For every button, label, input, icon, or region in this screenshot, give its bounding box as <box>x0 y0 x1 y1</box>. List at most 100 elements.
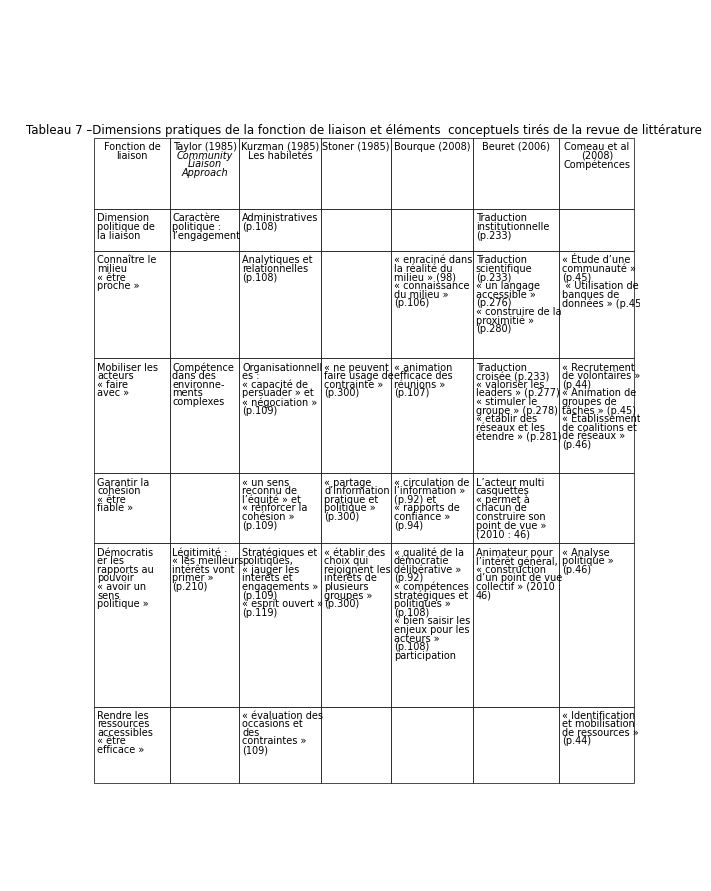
Text: « valoriser les: « valoriser les <box>476 380 544 389</box>
Text: Taylor (1985): Taylor (1985) <box>173 142 237 151</box>
Text: (p.276): (p.276) <box>476 298 511 308</box>
Text: d’un point de vue: d’un point de vue <box>476 573 562 584</box>
Text: de réseaux »: de réseaux » <box>562 431 625 441</box>
Text: (109): (109) <box>242 745 268 755</box>
Text: « qualité de la: « qualité de la <box>394 547 464 558</box>
Text: engagements »: engagements » <box>242 582 319 592</box>
Text: « Analyse: « Analyse <box>562 547 609 558</box>
Text: du milieu »: du milieu » <box>394 290 449 299</box>
Text: « établir des: « établir des <box>476 414 537 424</box>
Text: « renforcer la: « renforcer la <box>242 503 308 513</box>
Bar <box>95 138 170 209</box>
Text: Connaître le: Connaître le <box>97 256 156 266</box>
Text: (p.46): (p.46) <box>562 565 591 575</box>
Bar <box>473 707 559 782</box>
Bar <box>240 473 321 544</box>
Text: Administratives: Administratives <box>242 213 319 224</box>
Bar <box>321 544 391 707</box>
Text: Fonction de: Fonction de <box>104 142 161 151</box>
Text: « Animation de: « Animation de <box>562 388 636 398</box>
Text: groupes de: groupes de <box>562 397 616 407</box>
Text: (p.45): (p.45) <box>562 273 591 282</box>
Text: (p.46): (p.46) <box>562 440 591 450</box>
Text: Les habiletés: Les habiletés <box>248 151 313 160</box>
Text: liaison: liaison <box>117 151 148 160</box>
Text: 46): 46) <box>476 591 492 601</box>
Bar <box>391 358 473 473</box>
Bar <box>391 138 473 209</box>
Text: Stratégiques et: Stratégiques et <box>242 547 318 558</box>
Bar <box>391 707 473 782</box>
Bar <box>559 138 634 209</box>
Bar <box>473 209 559 251</box>
Text: enjeux pour les: enjeux pour les <box>394 625 469 635</box>
Text: persuader » et: persuader » et <box>242 388 314 398</box>
Text: l’équité » et: l’équité » et <box>242 495 301 505</box>
Text: scientifique: scientifique <box>476 264 533 274</box>
Text: « faire: « faire <box>97 380 128 389</box>
Text: rapports au: rapports au <box>97 565 154 575</box>
Text: « construire de la: « construire de la <box>476 307 561 317</box>
Text: dans des: dans des <box>172 372 216 381</box>
Text: politique »: politique » <box>97 599 149 609</box>
Text: (p.108): (p.108) <box>394 642 429 652</box>
Text: « ne peuvent: « ne peuvent <box>324 363 389 372</box>
Text: Compétence: Compétence <box>172 363 235 373</box>
Text: Traduction: Traduction <box>476 256 527 266</box>
Text: réunions »: réunions » <box>394 380 445 389</box>
Text: « rapports de: « rapports de <box>394 503 459 513</box>
Text: milieu » (98): milieu » (98) <box>394 273 456 282</box>
Text: de ressources »: de ressources » <box>562 728 638 738</box>
Text: l’engagement: l’engagement <box>172 231 240 241</box>
Text: étendre » (p.281): étendre » (p.281) <box>476 431 561 442</box>
Text: démocratie: démocratie <box>394 556 449 566</box>
Text: (p.300): (p.300) <box>324 599 359 609</box>
Bar <box>559 358 634 473</box>
Text: Animateur pour: Animateur pour <box>476 547 552 558</box>
Text: ressources: ressources <box>97 719 149 729</box>
Text: Bourque (2008): Bourque (2008) <box>394 142 470 151</box>
Text: Rendre les: Rendre les <box>97 711 149 721</box>
Text: (p.300): (p.300) <box>324 388 359 398</box>
Text: collectif » (2010 :: collectif » (2010 : <box>476 582 561 592</box>
Text: es :: es : <box>242 372 260 381</box>
Bar <box>95 707 170 782</box>
Text: (p.108): (p.108) <box>242 273 277 282</box>
Text: Mobiliser les: Mobiliser les <box>97 363 158 372</box>
Text: contraintes »: contraintes » <box>242 737 306 747</box>
Bar <box>240 707 321 782</box>
Text: « être: « être <box>97 495 126 505</box>
Text: pouvoir: pouvoir <box>97 573 134 584</box>
Bar <box>391 473 473 544</box>
Bar <box>240 251 321 358</box>
Text: casquettes: casquettes <box>476 486 530 496</box>
Text: occasions et: occasions et <box>242 719 303 729</box>
Text: point de vue »: point de vue » <box>476 520 546 531</box>
Text: contrainte »: contrainte » <box>324 380 383 389</box>
Text: proximitié »: proximitié » <box>476 315 534 326</box>
Text: Démocratis: Démocratis <box>97 547 154 558</box>
Text: « jauger les: « jauger les <box>242 565 299 575</box>
Bar <box>559 209 634 251</box>
Text: l’intérêt général,: l’intérêt général, <box>476 556 557 567</box>
Text: (p.92) et: (p.92) et <box>394 495 436 505</box>
Text: « construction: « construction <box>476 565 545 575</box>
Text: L’acteur multi: L’acteur multi <box>476 478 544 487</box>
Text: « établir des: « établir des <box>324 547 385 558</box>
Text: faire usage de: faire usage de <box>324 372 394 381</box>
Text: Analytiques et: Analytiques et <box>242 256 313 266</box>
Text: des: des <box>242 728 260 738</box>
Bar <box>321 209 391 251</box>
Text: accessible »: accessible » <box>476 290 535 299</box>
Text: Traduction: Traduction <box>476 363 527 372</box>
Text: tâches » (p.45): tâches » (p.45) <box>562 405 636 416</box>
Text: réseaux et les: réseaux et les <box>476 423 545 433</box>
Bar <box>170 544 240 707</box>
Text: « un langage: « un langage <box>476 282 540 291</box>
Bar <box>391 251 473 358</box>
Text: « Utilisation de: « Utilisation de <box>562 282 638 291</box>
Text: « compétences: « compétences <box>394 582 469 593</box>
Bar <box>95 473 170 544</box>
Text: efficace des: efficace des <box>394 372 452 381</box>
Text: chacun de: chacun de <box>476 503 526 513</box>
